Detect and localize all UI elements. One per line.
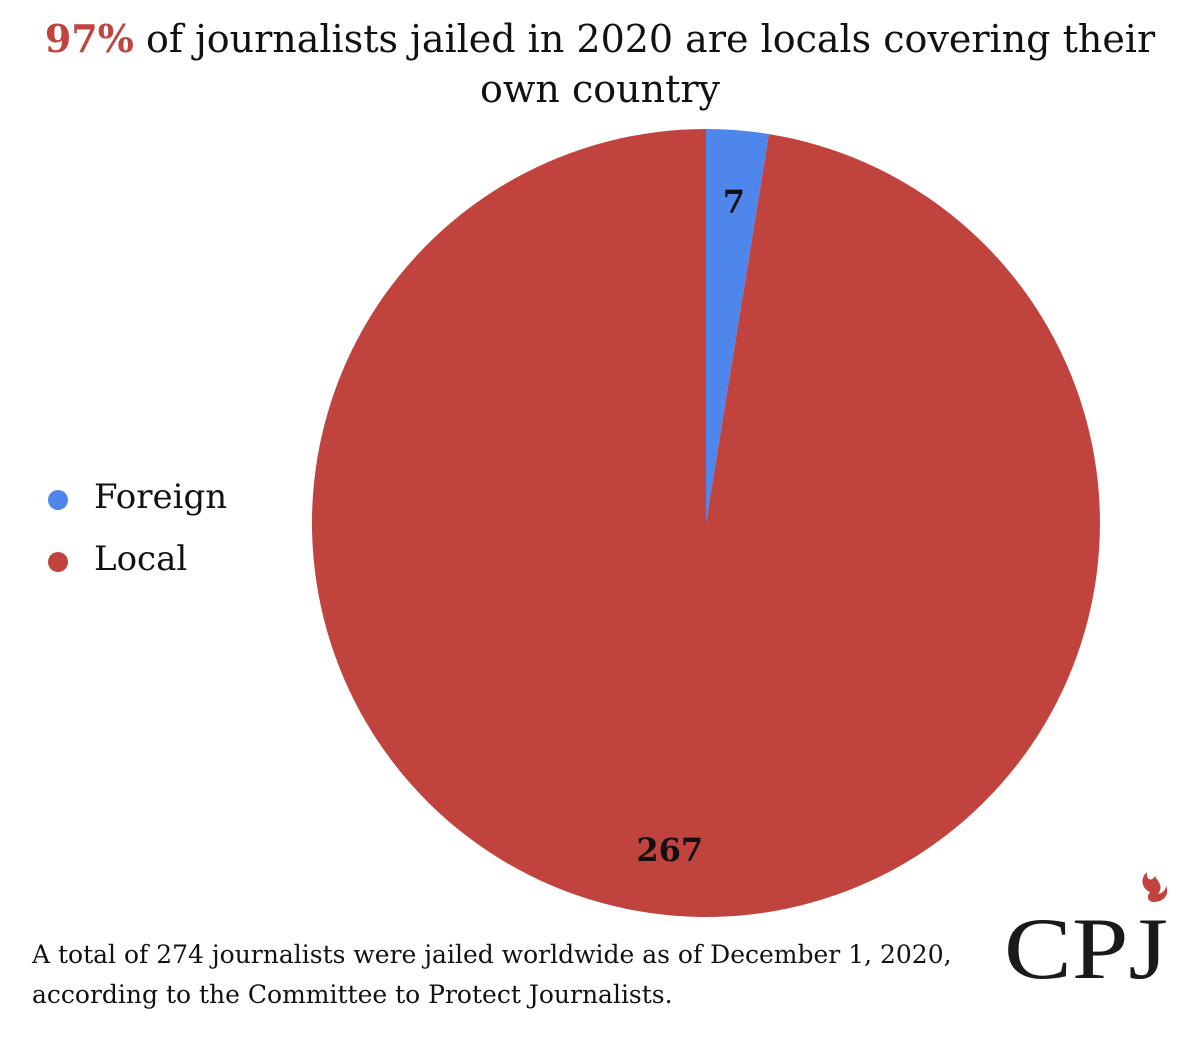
legend-label-foreign: Foreign	[94, 477, 228, 517]
legend: Foreign Local	[48, 466, 227, 590]
source-footnote: A total of 274 journalists were jailed w…	[32, 940, 952, 1009]
title-text: of journalists jailed in 2020 are locals…	[133, 17, 1156, 111]
cpj-logo: CPJ	[1004, 872, 1168, 998]
data-label-local: 267	[636, 831, 703, 869]
pie-slice-foreign	[706, 129, 769, 523]
legend-item-local: Local	[48, 528, 227, 590]
legend-label-local: Local	[94, 539, 188, 579]
data-label-foreign: 7	[723, 183, 745, 221]
chart-title: 97% of journalists jailed in 2020 are lo…	[0, 14, 1200, 114]
logo-text: CPJ	[1004, 901, 1168, 998]
pie-slice-local	[311, 129, 1100, 917]
legend-item-foreign: Foreign	[48, 466, 227, 528]
legend-marker-foreign	[48, 490, 68, 510]
title-highlight: 97%	[44, 16, 134, 61]
legend-marker-local	[48, 552, 68, 572]
flame-icon	[1142, 872, 1168, 902]
